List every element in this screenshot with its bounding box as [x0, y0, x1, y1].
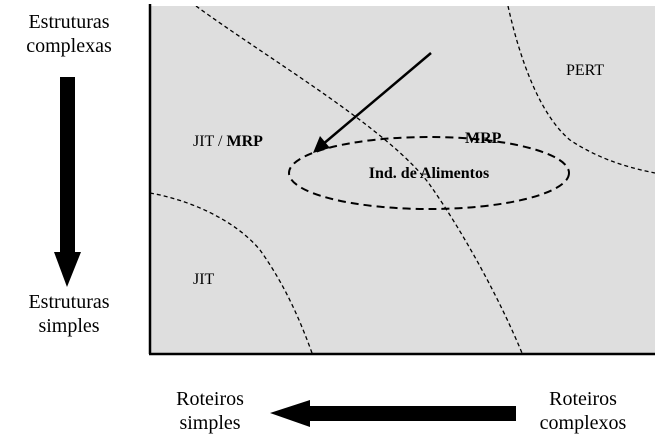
horizontal-arrow-shaft	[306, 406, 516, 421]
diagonal-arrow-line	[321, 52, 432, 146]
label-line: Estruturas	[28, 11, 110, 33]
boundary-curve-jit-mrp	[195, 6, 523, 353]
jit-mrp-bold: MRP	[226, 133, 263, 150]
label-line: simples	[38, 315, 100, 337]
vertical-arrow-head-icon	[54, 252, 81, 287]
diagram-panel	[150, 6, 655, 353]
region-label-mrp: MRP	[465, 130, 502, 147]
vertical-arrow-shaft	[60, 77, 75, 255]
label-line: Estruturas	[28, 291, 110, 313]
boundary-curve-jit	[150, 192, 313, 353]
label-estruturas-complexas: Estruturas complexas	[0, 10, 138, 58]
diagonal-arrow-head-icon	[313, 136, 330, 153]
region-label-jit: JIT	[193, 271, 215, 288]
label-line: Roteiros	[176, 388, 244, 410]
ellipse-label: Ind. de Alimentos	[369, 165, 489, 182]
boundary-curve-pert	[507, 6, 655, 174]
region-label-jit-mrp: JIT / MRP	[193, 133, 263, 150]
label-line: Roteiros	[549, 388, 617, 410]
label-line: complexas	[26, 35, 112, 57]
label-line: complexos	[539, 412, 627, 434]
label-roteiros-simples: Roteiros simples	[150, 387, 270, 435]
ind-alimentos-ellipse	[288, 136, 570, 210]
label-line: simples	[179, 412, 241, 434]
horizontal-arrow-head-icon	[270, 400, 310, 427]
jit-mrp-prefix: JIT /	[193, 133, 226, 150]
label-estruturas-simples: Estruturas simples	[0, 290, 138, 338]
region-label-pert: PERT	[566, 62, 604, 79]
label-roteiros-complexos: Roteiros complexos	[518, 387, 648, 435]
